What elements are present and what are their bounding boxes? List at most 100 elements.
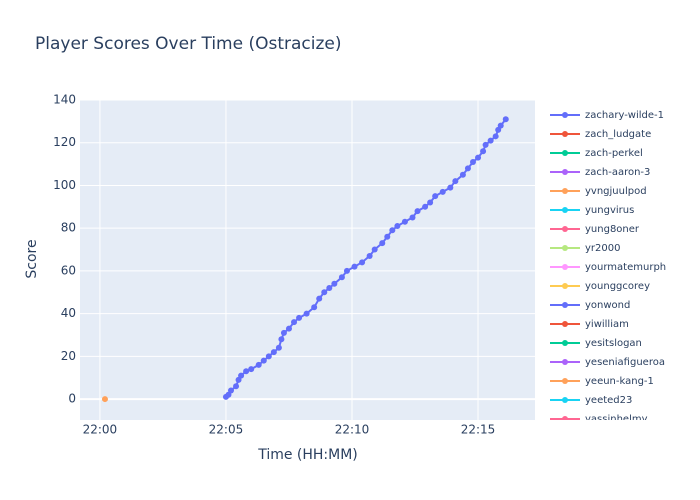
data-point (384, 233, 391, 240)
legend-marker (562, 264, 568, 270)
legend-label[interactable]: zach_ludgate (585, 129, 651, 140)
data-point (233, 383, 240, 390)
data-point (389, 227, 396, 234)
legend-label[interactable]: younggcorey (585, 281, 650, 292)
data-point (409, 214, 416, 221)
y-tick-label: 20 (61, 349, 76, 363)
data-point (394, 223, 401, 230)
legend-marker (562, 416, 568, 420)
legend-marker (562, 131, 568, 137)
data-point (291, 319, 298, 326)
x-tick-label: 22:10 (335, 423, 370, 437)
data-point (447, 184, 454, 191)
legend-label[interactable]: yvngjuulpod (585, 186, 647, 197)
data-point (265, 353, 272, 360)
y-tick-label: 100 (53, 178, 76, 192)
legend-marker (562, 188, 568, 194)
legend-marker (562, 302, 568, 308)
data-point (343, 267, 350, 274)
y-tick-label: 60 (61, 263, 76, 277)
data-point (502, 116, 509, 123)
data-point (331, 280, 338, 287)
data-point (487, 137, 494, 144)
data-point (248, 366, 255, 373)
legend-label[interactable]: zachary-wilde-1 (585, 110, 664, 121)
data-point (275, 344, 282, 351)
data-point (296, 314, 303, 321)
legend-marker (562, 378, 568, 384)
y-tick-label: 120 (53, 135, 76, 149)
data-point (316, 295, 323, 302)
x-tick-label: 22:00 (83, 423, 118, 437)
data-point (285, 325, 292, 332)
data-point (278, 336, 285, 343)
x-tick-label: 22:15 (461, 423, 496, 437)
legend-marker (562, 112, 568, 118)
legend-marker (562, 207, 568, 213)
y-tick-label: 140 (53, 93, 76, 107)
x-tick-label: 22:05 (209, 423, 244, 437)
data-point (432, 193, 439, 200)
data-point (452, 178, 459, 185)
y-axis-title: Score (24, 239, 40, 278)
data-point (311, 304, 318, 311)
legend-marker (562, 397, 568, 403)
data-point (303, 310, 310, 317)
data-point (427, 199, 434, 206)
legend-label[interactable]: zach-aaron-3 (585, 167, 650, 178)
data-point (326, 284, 333, 291)
data-point (260, 357, 267, 364)
legend-label[interactable]: yungvirus (585, 205, 634, 216)
chart-title: Player Scores Over Time (Ostracize) (35, 34, 342, 54)
data-point (101, 396, 108, 403)
data-point (379, 240, 386, 247)
data-point (492, 133, 499, 140)
legend-label[interactable]: zach-perkel (585, 148, 643, 159)
data-point (359, 259, 366, 266)
legend-label[interactable]: yesitslogan (585, 338, 642, 349)
legend-marker (562, 340, 568, 346)
data-point (351, 263, 358, 270)
data-point (480, 148, 487, 155)
data-point (280, 329, 287, 336)
data-point (497, 122, 504, 129)
data-point (321, 289, 328, 296)
legend-marker (562, 169, 568, 175)
data-point (238, 372, 245, 379)
data-point (255, 361, 262, 368)
legend-label[interactable]: yeseniafigueroa (585, 357, 665, 368)
data-point (475, 154, 482, 161)
legend-label[interactable]: yung8oner (585, 224, 640, 235)
data-point (371, 246, 378, 253)
legend-marker (562, 150, 568, 156)
legend-label[interactable]: yourmatemurph (585, 262, 666, 273)
data-point (469, 158, 476, 165)
legend-marker (562, 283, 568, 289)
legend-marker (562, 226, 568, 232)
legend-label[interactable]: yassinhelmy (585, 414, 648, 425)
data-point (338, 274, 345, 281)
plot-background (80, 100, 535, 420)
data-point (243, 368, 250, 375)
y-tick-label: 0 (68, 392, 76, 406)
y-tick-label: 40 (61, 306, 76, 320)
legend-label[interactable]: yr2000 (585, 243, 620, 254)
data-point (422, 203, 429, 210)
data-point (459, 171, 466, 178)
legend-label[interactable]: yonwond (585, 300, 630, 311)
legend-marker (562, 245, 568, 251)
data-point (227, 387, 234, 394)
legend-marker (562, 321, 568, 327)
legend-label[interactable]: yeeun-kang-1 (585, 376, 654, 387)
data-point (482, 141, 489, 148)
legend-label[interactable]: yeeted23 (585, 395, 632, 406)
y-tick-label: 80 (61, 221, 76, 235)
data-point (366, 252, 373, 259)
data-point (464, 165, 471, 172)
data-point (414, 208, 421, 215)
legend-label[interactable]: yiwilliam (585, 319, 629, 330)
data-point (270, 349, 277, 356)
x-axis-title: Time (HH:MM) (257, 447, 358, 463)
data-point (401, 218, 408, 225)
